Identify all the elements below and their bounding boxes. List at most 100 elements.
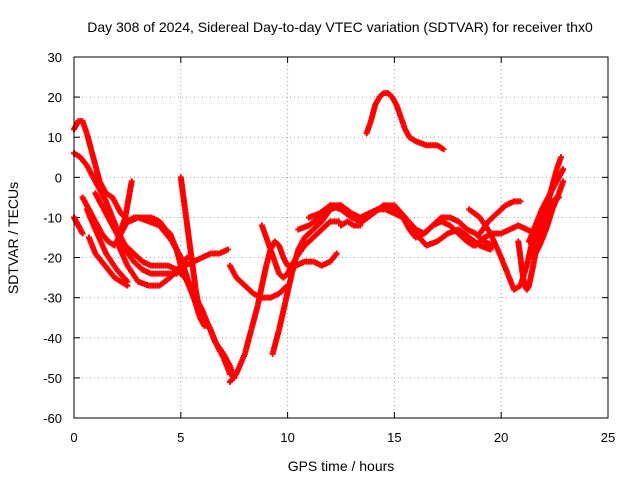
data-marker-trail: [473, 235, 486, 248]
data-marker-trail: [122, 204, 131, 219]
y-tick-label: 0: [55, 170, 62, 185]
x-tick-label: 5: [177, 430, 184, 445]
data-marker-trail: [517, 256, 526, 275]
data-marker-trail: [71, 215, 79, 224]
data-marker-trail: [403, 216, 418, 235]
data-marker-trail: [180, 192, 188, 211]
data-point: [335, 218, 342, 225]
x-tick-label: 10: [280, 430, 294, 445]
data-point: [440, 146, 447, 153]
data-marker-trail: [277, 271, 285, 280]
x-tick-label: 20: [494, 430, 508, 445]
data-marker-trail: [339, 219, 349, 228]
data-marker-trail: [407, 135, 418, 144]
data-marker-trail: [259, 264, 269, 287]
data-marker-trail: [157, 224, 168, 235]
data-marker-trail: [93, 228, 109, 255]
series-track-6: [92, 190, 231, 277]
series-track-7: [117, 178, 135, 233]
data-marker-trail: [303, 227, 315, 240]
data-marker-trail: [115, 268, 130, 284]
series-track-23: [515, 154, 565, 293]
data-marker-trail: [132, 214, 144, 221]
data-marker-trail: [495, 203, 508, 216]
data-marker-trail: [386, 91, 394, 99]
data-point: [558, 154, 565, 161]
data-marker-trail: [352, 222, 362, 229]
data-marker-trail: [104, 252, 119, 271]
data-marker-trail: [157, 275, 172, 288]
data-point: [517, 198, 524, 205]
data-marker-trail: [182, 208, 190, 227]
data-marker-trail: [88, 148, 98, 167]
data-marker-trail: [524, 236, 536, 267]
series-track-9: [83, 206, 131, 285]
data-marker-trail: [282, 272, 295, 303]
data-marker-trail: [168, 264, 183, 280]
data-marker-trail: [141, 214, 152, 221]
data-marker-trail: [346, 219, 356, 228]
data-marker-trail: [114, 240, 130, 267]
data-point: [333, 250, 340, 257]
data-point: [79, 230, 86, 237]
data-marker-trail: [126, 180, 135, 195]
data-marker-trail: [228, 372, 239, 384]
data-marker-trail: [104, 191, 114, 200]
data-marker-trail: [360, 211, 375, 224]
data-marker-trail: [119, 279, 129, 288]
data-series: [71, 90, 567, 385]
data-point: [224, 246, 231, 253]
y-tick-label: -60: [43, 411, 62, 426]
data-marker-trail: [93, 252, 104, 263]
plot-frame: [73, 56, 609, 419]
data-marker-trail: [150, 270, 161, 277]
data-marker-trail: [311, 219, 324, 232]
y-tick-label: -20: [43, 251, 62, 266]
data-marker-trail: [164, 232, 174, 243]
y-axis-title: SDTVAR / TECUs: [5, 182, 21, 294]
data-marker-trail: [486, 211, 499, 224]
data-marker-trail: [456, 219, 469, 232]
data-point: [357, 222, 364, 229]
series-track-2: [71, 150, 238, 381]
data-point: [560, 166, 567, 173]
data-marker-trail: [270, 328, 282, 355]
data-marker-trail: [377, 91, 386, 99]
data-marker-trail: [431, 215, 443, 228]
data-marker-trail: [329, 218, 340, 225]
data-marker-trail: [422, 223, 435, 236]
data-marker-trail: [320, 219, 332, 232]
data-point: [487, 246, 494, 253]
series-track-15: [269, 202, 477, 357]
chart-title: Day 308 of 2024, Sidereal Day-to-day VTE…: [87, 19, 593, 35]
data-point: [124, 278, 131, 285]
data-marker-trail: [158, 270, 169, 277]
data-marker-trail: [281, 271, 290, 280]
data-marker-trail: [106, 239, 116, 248]
data-marker-trail: [311, 227, 324, 240]
data-marker-trail: [414, 231, 429, 248]
data-point: [560, 178, 567, 185]
data-marker-trail: [261, 294, 272, 301]
data-point: [128, 178, 135, 185]
data-marker-trail: [371, 203, 386, 216]
data-marker-trail: [307, 215, 322, 228]
y-tick-label: -40: [43, 331, 62, 346]
data-marker-trail: [368, 104, 378, 123]
y-tick-label: -30: [43, 291, 62, 306]
data-marker-trail: [512, 283, 522, 292]
y-tick-label: -50: [43, 371, 62, 386]
series-track-19: [363, 90, 447, 153]
data-marker-trail: [513, 198, 522, 205]
data-marker-trail: [276, 300, 289, 331]
data-marker-trail: [456, 231, 469, 244]
data-marker-trail: [184, 224, 193, 243]
data-marker-trail: [72, 151, 82, 160]
data-marker-trail: [132, 251, 144, 264]
series-track-10: [156, 222, 186, 265]
data-marker-trail: [457, 227, 471, 240]
data-marker-trail: [100, 232, 110, 243]
data-marker-trail: [73, 219, 81, 228]
data-marker-trail: [303, 235, 315, 248]
